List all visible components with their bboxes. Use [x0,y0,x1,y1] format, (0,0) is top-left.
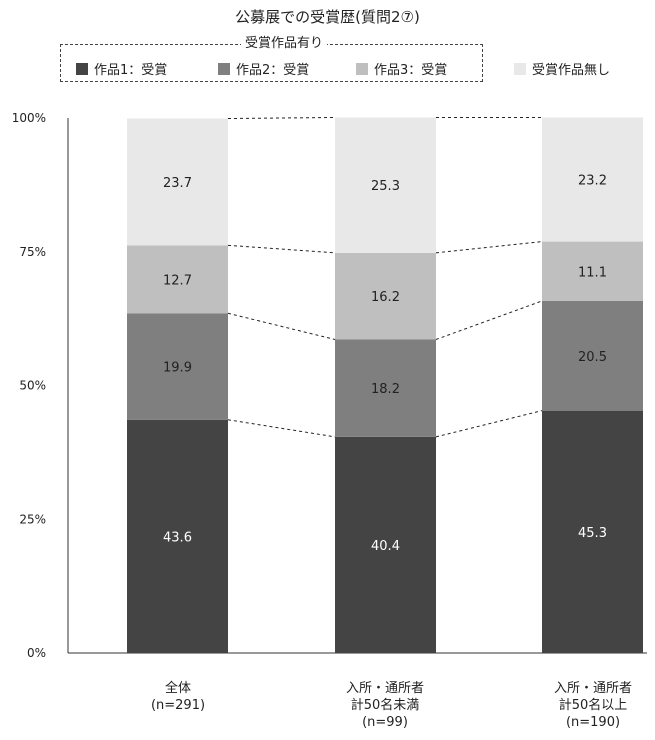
legend-swatch-work2 [218,63,230,75]
legend-item-work2: 作品2：受賞 [218,62,309,80]
y-tick-label: 100% [12,111,46,125]
legend-label-work3: 作品3：受賞 [374,63,448,78]
bar-data-label: 23.7 [163,176,192,191]
x-category-line2: 計50名未満 [350,698,420,713]
legend-item-work3: 作品3：受賞 [356,62,447,80]
legend-item-none: 受賞作品無し [514,62,610,80]
legend-swatch-work3 [356,63,368,75]
y-tick-label: 50% [19,379,46,393]
bar-segment [542,241,643,301]
bar-data-label: 40.4 [371,539,400,554]
bar-data-label: 12.7 [163,273,192,288]
y-tick-label: 0% [27,646,46,660]
bar-segment [335,436,436,653]
x-category-line3: (n=190) [565,715,621,730]
bar-segment [335,252,436,340]
x-category-line1: 入所・通所者 [553,681,632,696]
y-tick-label: 25% [19,512,46,526]
bar-data-label: 25.3 [371,179,400,194]
connector-line [227,244,336,254]
x-category-line3: (n=99) [362,715,408,730]
bar-segment [335,117,436,253]
bar-segment [127,245,228,314]
connector-line [435,300,543,340]
legend-group-label: 受賞作品有り [241,35,328,53]
connector-line [435,241,543,254]
chart-title: 公募展での受賞歴(質問2⑦) [235,8,420,26]
legend-label-work1: 作品1：受賞 [94,63,168,78]
bar-data-label: 18.2 [371,382,400,397]
connector-line [227,116,336,120]
bar-segment [127,118,228,246]
bar-data-label: 16.2 [371,290,400,305]
legend-swatch-none [514,63,526,75]
legend-item-work1: 作品1：受賞 [76,62,167,80]
bar-segment [542,300,643,411]
y-tick-label: 75% [19,245,46,259]
x-category-label-under50: 入所・通所者 計50名未満 (n=99) [320,680,450,731]
legend-group-box: 受賞作品有り [60,35,483,82]
x-category-line2: (n=291) [150,698,206,713]
bar-data-label: 20.5 [578,350,607,365]
x-category-line1: 入所・通所者 [345,681,424,696]
bar-data-label: 43.6 [163,530,192,545]
legend-label-work2: 作品2：受賞 [236,63,310,78]
bar-segment [127,313,228,420]
legend-label-none: 受賞作品無し [532,63,611,78]
bar-segment [335,339,436,437]
x-category-label-over50: 入所・通所者 計50名以上 (n=190) [528,680,655,731]
bar-segment [542,410,643,653]
x-category-label-all: 全体 (n=291) [113,680,243,714]
bar-data-label: 11.1 [578,265,607,280]
bar-segment [542,117,643,242]
connector-line [435,410,543,438]
bar-data-label: 45.3 [578,526,607,541]
legend-swatch-work1 [76,63,88,75]
bar-data-label: 19.9 [163,361,192,376]
connector-line [227,312,336,340]
x-category-line2: 計50名以上 [558,698,628,713]
x-category-line1: 全体 [164,681,191,696]
bar-data-label: 23.2 [578,174,607,189]
bar-segment [127,419,228,653]
connector-line [227,419,336,438]
